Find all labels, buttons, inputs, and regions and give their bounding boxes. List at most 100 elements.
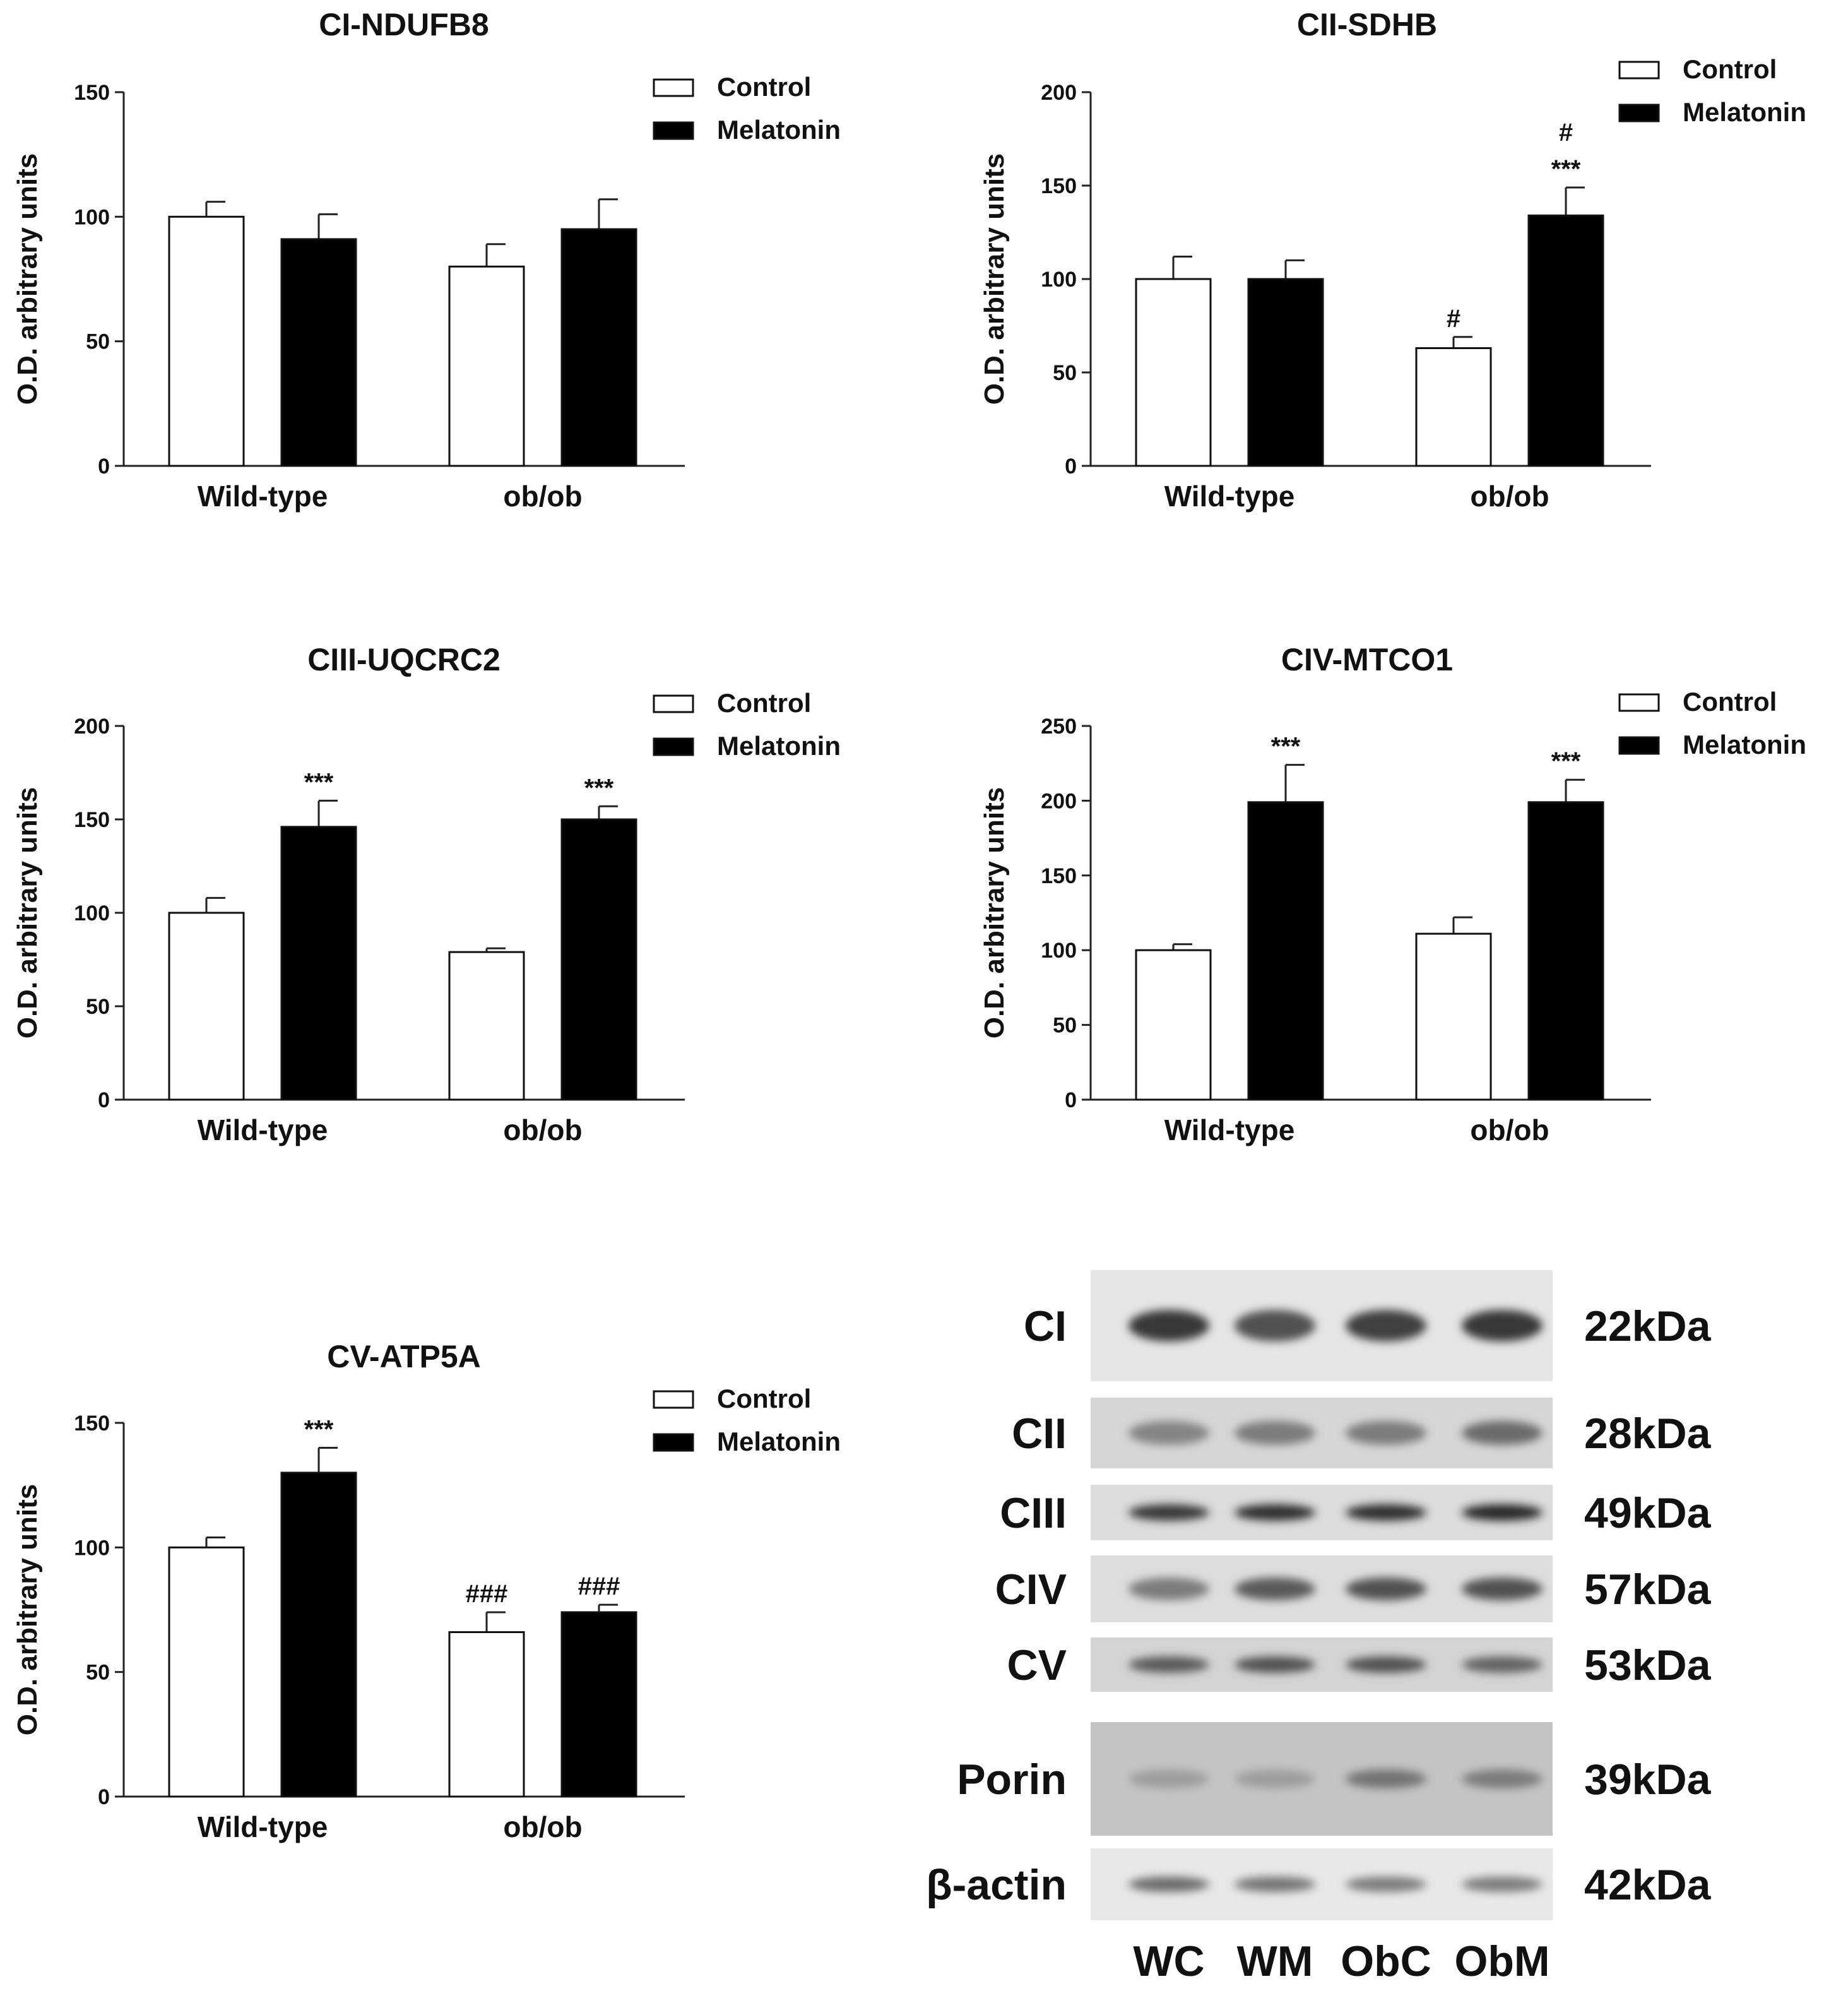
chart-title: CII-SDHB — [1297, 7, 1437, 42]
blot-band — [1462, 1656, 1543, 1673]
x-category-label: ob/ob — [503, 1810, 582, 1843]
bar-control-wild-type — [168, 912, 245, 1101]
significance-marker: ### — [466, 1580, 508, 1608]
bar-control-ob-ob — [1415, 932, 1492, 1101]
blot-protein-label: CII — [1012, 1410, 1067, 1458]
blot-protein-label: CIV — [995, 1566, 1067, 1614]
significance-marker: *** — [1551, 155, 1581, 183]
chart-4: CIV-MTCO1 O.D. arbitrary units 0 50 100 150 20… — [979, 642, 1806, 1146]
blot-size-label: 57kDa — [1584, 1566, 1712, 1614]
bar-melatonin-ob-ob — [560, 1611, 637, 1798]
blot-band — [1128, 1504, 1209, 1521]
bar-control-ob-ob — [448, 1631, 525, 1798]
blot-row: CIV 57kDa — [995, 1555, 1712, 1622]
x-category-label: Wild-type — [198, 1114, 328, 1146]
legend-label: Control — [1683, 687, 1777, 716]
y-tick-label: 200 — [1041, 789, 1077, 813]
y-tick-label: 150 — [74, 1412, 110, 1435]
significance-marker: *** — [304, 768, 334, 796]
x-category-label: Wild-type — [198, 480, 328, 513]
blot-band — [1128, 1310, 1209, 1341]
blot-band — [1128, 1578, 1209, 1600]
blot-band — [1346, 1769, 1426, 1788]
legend-swatch-control — [1618, 693, 1660, 712]
y-tick-label: 150 — [1041, 174, 1077, 198]
chart-2: CII-SDHB O.D. arbitrary units 0 50 100 150 200… — [979, 7, 1806, 513]
blot-band — [1346, 1877, 1426, 1892]
legend-swatch-control — [653, 694, 694, 713]
y-tick-label: 100 — [1041, 268, 1077, 292]
blot-band — [1346, 1504, 1426, 1521]
legend-label: Melatonin — [717, 1427, 841, 1456]
y-tick-label: 50 — [86, 995, 110, 1019]
blot-size-label: 42kDa — [1584, 1861, 1712, 1909]
y-tick-label: 100 — [1041, 939, 1077, 963]
x-category-label: ob/ob — [1470, 480, 1549, 513]
significance-marker: # — [1447, 305, 1460, 333]
legend-label: Control — [1683, 54, 1777, 84]
legend-swatch-melatonin — [653, 737, 694, 756]
bar-control-wild-type — [168, 1546, 245, 1798]
blot-band — [1346, 1578, 1426, 1600]
significance-marker: # — [1559, 119, 1573, 146]
x-category-label: ob/ob — [503, 1114, 582, 1146]
blot-row: β-actin 42kDa — [926, 1848, 1712, 1920]
y-tick-label: 50 — [1053, 361, 1077, 385]
y-tick-label: 100 — [74, 205, 110, 229]
y-tick-label: 0 — [98, 1785, 110, 1809]
legend-label: Control — [717, 688, 811, 718]
y-tick-label: 0 — [1065, 1088, 1077, 1112]
bar-control-ob-ob — [448, 265, 525, 467]
blot-band — [1235, 1578, 1315, 1600]
y-tick-label: 50 — [1053, 1014, 1077, 1038]
significance-marker: *** — [1271, 733, 1301, 761]
blot-lane-label: WC — [1133, 1937, 1204, 1985]
blot-band — [1462, 1504, 1543, 1521]
y-tick-label: 100 — [74, 901, 110, 925]
blot-protein-label: β-actin — [926, 1861, 1067, 1909]
blot-size-label: 39kDa — [1584, 1756, 1712, 1804]
blot-band — [1128, 1877, 1209, 1892]
blot-band — [1462, 1769, 1543, 1788]
blot-row: CV 53kDa — [1007, 1637, 1712, 1692]
y-tick-label: 250 — [1041, 715, 1077, 739]
x-category-label: Wild-type — [1164, 480, 1295, 513]
legend-swatch-control — [653, 1390, 694, 1409]
legend-label: Control — [717, 1384, 811, 1413]
y-axis-label: O.D. arbitrary units — [979, 787, 1010, 1039]
chart-title: CI-NDUFB8 — [319, 7, 489, 42]
legend-swatch-melatonin — [653, 1433, 694, 1452]
bar-melatonin-wild-type — [1247, 801, 1324, 1101]
blot-band — [1235, 1769, 1315, 1788]
bar-control-ob-ob — [1415, 347, 1492, 467]
blot-protein-label: CIII — [1000, 1489, 1067, 1537]
legend-swatch-melatonin — [1618, 104, 1660, 122]
y-tick-label: 200 — [1041, 81, 1077, 105]
significance-marker: *** — [584, 774, 614, 802]
chart-5: CV-ATP5A O.D. arbitrary units 0 50 100 150 Wil… — [12, 1339, 841, 1843]
blot-band — [1235, 1310, 1315, 1341]
bar-control-wild-type — [1135, 949, 1212, 1101]
y-tick-label: 50 — [86, 330, 110, 354]
blot-protein-label: Porin — [957, 1756, 1067, 1804]
y-tick-label: 150 — [1041, 864, 1077, 888]
blot-band — [1235, 1504, 1315, 1521]
y-tick-label: 0 — [98, 455, 110, 478]
y-tick-label: 0 — [1065, 455, 1077, 478]
blot-row: CIII 49kDa — [1000, 1485, 1712, 1540]
bar-melatonin-wild-type — [1247, 278, 1324, 467]
blot-band — [1346, 1310, 1426, 1341]
y-tick-label: 0 — [98, 1088, 110, 1112]
chart-title: CIII-UQCRC2 — [307, 642, 500, 677]
bar-melatonin-ob-ob — [560, 818, 637, 1101]
bar-melatonin-wild-type — [280, 1471, 357, 1798]
chart-title: CV-ATP5A — [327, 1339, 481, 1374]
blot-band — [1235, 1421, 1315, 1445]
x-category-label: Wild-type — [198, 1810, 328, 1843]
blot-row: CII 28kDa — [1012, 1398, 1712, 1468]
bar-melatonin-wild-type — [280, 238, 357, 467]
x-category-label: Wild-type — [1164, 1114, 1295, 1146]
legend-label: Control — [717, 72, 811, 102]
legend-swatch-melatonin — [1618, 736, 1660, 755]
